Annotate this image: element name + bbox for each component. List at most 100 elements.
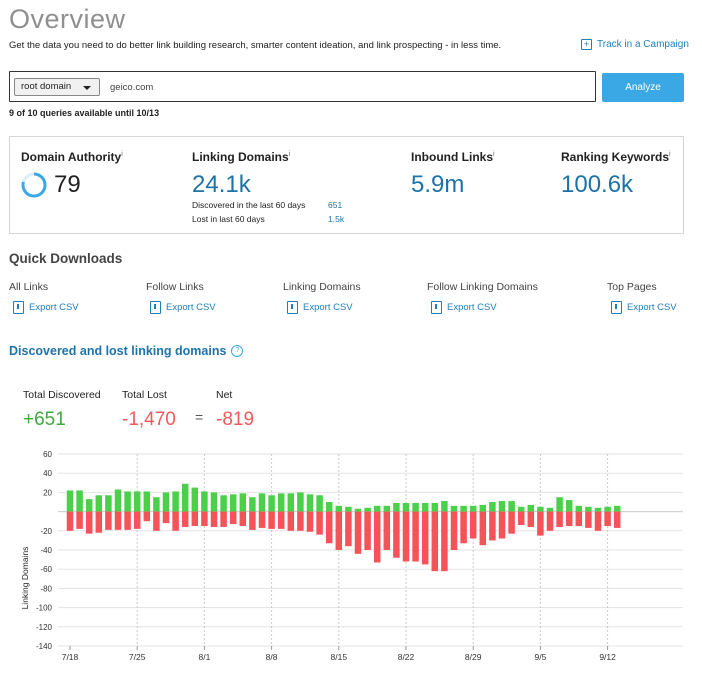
lost-bar: [210, 511, 218, 527]
lost-bar: [431, 511, 439, 572]
lost-bar: [546, 511, 554, 531]
lost-bar: [153, 511, 160, 531]
lost-bar: [95, 511, 103, 533]
discovered-bar: [594, 507, 602, 512]
y-axis-label: Linking Domains: [20, 547, 30, 610]
discovered-bar: [585, 506, 592, 512]
lost-bar: [585, 511, 592, 528]
lost-bar: [441, 511, 448, 572]
page-subtitle: Get the data you need to do better link …: [9, 40, 502, 51]
discovered-bar: [124, 491, 131, 512]
x-tick-label: 9/5: [534, 652, 546, 662]
lost-bar: [421, 511, 429, 565]
discovered-bar: [153, 497, 160, 512]
info-icon[interactable]: i: [288, 151, 291, 158]
info-icon[interactable]: i: [121, 151, 123, 158]
lost-bar: [364, 511, 371, 550]
lost-bar: [354, 511, 362, 554]
total-discovered-label: Total Discovered: [23, 389, 101, 401]
discovered-bar: [306, 494, 314, 512]
discovered-bar: [537, 506, 544, 512]
lost-bar: [268, 511, 275, 529]
lost-bar: [229, 511, 237, 525]
ranking-keywords-label: Ranking Keywordsi: [561, 150, 671, 164]
search-input[interactable]: geico.com: [110, 82, 154, 93]
help-icon[interactable]: ?: [231, 345, 244, 357]
caret-down-icon: [83, 86, 91, 90]
discovered-bar: [373, 505, 381, 512]
lost-bar: [287, 511, 295, 531]
x-tick-label: 8/29: [465, 652, 482, 662]
total-discovered-value: +651: [23, 409, 66, 430]
lost-bar: [316, 511, 323, 535]
discovered-bar: [354, 508, 362, 512]
net-value: -819: [216, 409, 255, 430]
discovered-bar: [85, 499, 93, 512]
discovered-bar: [162, 492, 170, 512]
domain-authority-value: 79: [54, 171, 81, 198]
discovered-bar: [76, 490, 83, 512]
download-icon: [13, 301, 24, 314]
discovered-bar: [258, 493, 266, 512]
track-campaign-label: Track in a Campaign: [597, 39, 689, 50]
discovered-bar: [450, 505, 458, 512]
discovered-60-value[interactable]: 651: [328, 200, 343, 210]
analyze-button[interactable]: Analyze: [602, 73, 684, 102]
lost-bar: [450, 511, 458, 550]
discovered-bar: [66, 490, 74, 512]
x-tick-label: 7/18: [62, 652, 79, 662]
export-csv-follow-links[interactable]: Export CSV: [150, 301, 216, 314]
lost-60-value[interactable]: 1.5k: [328, 214, 345, 224]
info-icon[interactable]: i: [493, 151, 495, 158]
discovered-bar: [172, 491, 179, 512]
discovered-bar: [249, 497, 256, 512]
lost-bar: [565, 511, 573, 526]
lost-bar: [517, 511, 525, 526]
lost-bar: [85, 511, 93, 534]
discovered-bar: [143, 491, 151, 512]
metrics-panel: [9, 136, 684, 234]
export-csv-top-pages[interactable]: Export CSV: [611, 301, 677, 314]
page-title: Overview: [9, 4, 126, 34]
export-csv-all-links[interactable]: Export CSV: [13, 301, 79, 314]
inbound-links-label: Inbound Linksi: [411, 150, 495, 164]
lost-bar: [613, 511, 621, 528]
lost-bar: [498, 511, 506, 539]
lost-bar: [124, 511, 131, 530]
quick-downloads-title: Quick Downloads: [9, 251, 123, 266]
lost-bar: [335, 511, 343, 550]
info-icon[interactable]: i: [669, 151, 671, 158]
discovered-bar: [335, 505, 343, 512]
x-tick-label: 8/8: [266, 652, 278, 662]
lost-bar: [105, 511, 112, 530]
y-tick-label: -140: [36, 642, 53, 651]
download-label-all-links: All Links: [9, 281, 49, 293]
export-csv-follow-linking-domains[interactable]: Export CSV: [431, 301, 497, 314]
discovered-bar: [95, 495, 103, 512]
discovered-bar: [181, 483, 189, 512]
y-tick-label: 20: [43, 488, 52, 497]
export-csv-linking-domains[interactable]: Export CSV: [287, 301, 353, 314]
lost-bar: [345, 511, 352, 547]
lost-bar: [162, 511, 170, 524]
lost-bar: [133, 511, 141, 529]
lost-bar: [460, 511, 467, 544]
net-label: Net: [216, 389, 233, 401]
lost-bar: [277, 511, 285, 529]
total-lost-label: Total Lost: [122, 389, 167, 401]
y-tick-label: -20: [40, 527, 52, 536]
discovered-bar: [604, 506, 611, 512]
y-tick-label: -100: [36, 604, 53, 613]
discovered-bar: [201, 491, 208, 512]
discovered-bar: [489, 502, 496, 512]
plus-icon: +: [581, 39, 592, 50]
track-campaign-link[interactable]: + Track in a Campaign: [581, 39, 689, 50]
scope-select-value: root domain: [21, 81, 72, 92]
discovered-bar: [383, 505, 391, 512]
domain-authority-label: Domain Authorityi: [21, 150, 123, 164]
discovered-bar: [517, 506, 525, 512]
x-tick-label: 9/12: [599, 652, 616, 662]
download-label-top-pages: Top Pages: [607, 281, 657, 293]
discovered-bar: [575, 505, 583, 512]
scope-select[interactable]: root domain: [14, 78, 100, 96]
